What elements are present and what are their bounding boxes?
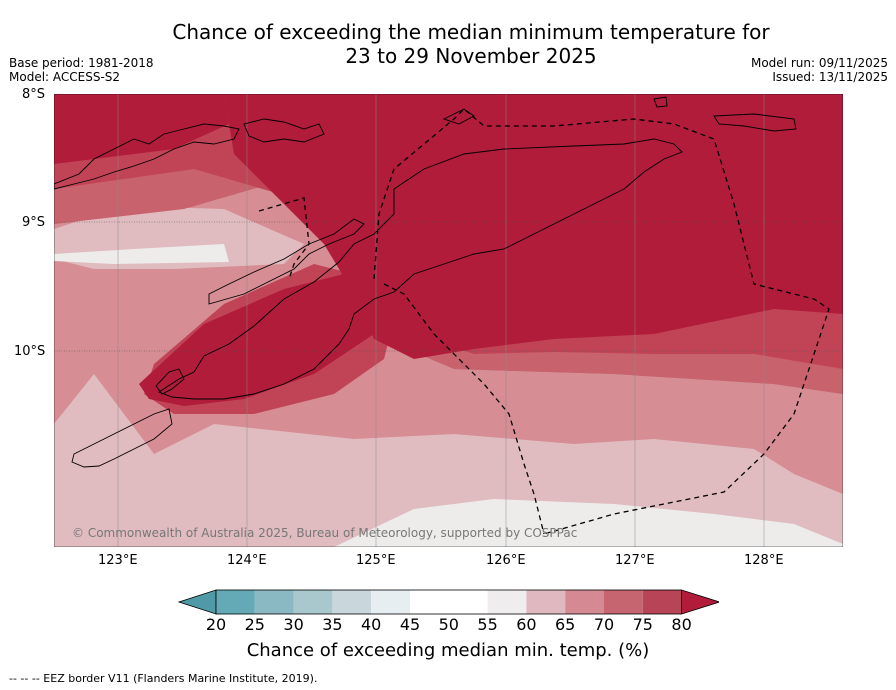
contour-80-topleft <box>54 94 229 164</box>
sumba-coast <box>71 408 173 468</box>
colorbar-segment <box>448 590 488 614</box>
colorbar-ticks: 20 25 30 35 40 45 50 55 60 65 70 75 80 <box>0 615 896 637</box>
colorbar-segment <box>410 590 449 614</box>
issued-text: Issued: 13/11/2025 <box>772 70 888 84</box>
colorbar-tick-label: 50 <box>438 615 459 634</box>
lon-tick-124e: 124°E <box>227 553 267 568</box>
colorbar-label: Chance of exceeding median min. temp. (%… <box>246 640 650 661</box>
eez-borders <box>258 108 830 535</box>
meta-right: Model run: 09/11/2025 Issued: 13/11/2025 <box>751 56 888 84</box>
lat-tick-8s: 8°S <box>22 87 46 102</box>
colorbar-under-arrow <box>178 589 217 615</box>
contour-55 <box>334 499 843 547</box>
lat-tick-10s: 10°S <box>14 344 46 359</box>
contour-80-timor <box>139 274 384 406</box>
lon-tick-127e: 127°E <box>615 553 655 568</box>
colorbar-tick-label: 40 <box>361 615 382 634</box>
lon-tick-126e: 126°E <box>486 553 526 568</box>
wetar-coast <box>442 108 475 125</box>
colorbar <box>178 589 719 615</box>
colorbar-over-arrow <box>681 589 719 615</box>
eez-footer-note: -- -- -- EEZ border V11 (Flanders Marine… <box>9 672 318 685</box>
lat-tick-9s: 9°S <box>22 215 46 230</box>
kisar-coast <box>653 96 668 108</box>
colorbar-tick-label: 60 <box>516 615 537 634</box>
semau-coast <box>208 218 365 305</box>
colorbar-tick-label: 35 <box>322 615 343 634</box>
colorbar-tick-label: 55 <box>477 615 498 634</box>
base-period-text: Base period: 1981-2018 <box>9 56 154 70</box>
colorbar-segment <box>216 590 255 614</box>
lon-gridlines <box>117 94 765 547</box>
colorbar-segment <box>371 590 410 614</box>
lon-tick-128e: 128°E <box>744 553 784 568</box>
title-line-1: Chance of exceeding the median minimum t… <box>172 20 770 44</box>
rote-coast <box>155 368 185 395</box>
contour-60 <box>54 374 843 547</box>
colorbar-segment <box>293 590 333 614</box>
coastlines <box>54 96 797 468</box>
colorbar-segment <box>565 590 604 614</box>
flores-coast <box>54 123 240 190</box>
map-title: Chance of exceeding the median minimum t… <box>0 20 896 68</box>
colorbar-tick-label: 75 <box>632 615 653 634</box>
colorbar-tick-label: 20 <box>205 615 227 634</box>
forecast-map: © Commonwealth of Australia 2025, Bureau… <box>54 94 843 547</box>
model-run-text: Model run: 09/11/2025 <box>750 56 888 70</box>
lon-tick-125e: 125°E <box>356 553 396 568</box>
colorbar-segment <box>254 590 294 614</box>
colorbar-segment <box>332 590 372 614</box>
colorbar-tick-label: 45 <box>399 615 421 634</box>
colorbar-tick-label: 65 <box>555 615 576 634</box>
colorbar-segment <box>487 590 527 614</box>
alor-coast <box>243 118 325 143</box>
model-text: Model: ACCESS-S2 <box>9 70 121 84</box>
colorbar-segment <box>642 590 682 614</box>
contour-55-patch <box>54 244 229 264</box>
colorbar-tick-label: 25 <box>244 615 265 634</box>
lon-tick-123e: 123°E <box>98 553 138 568</box>
colorbar-segment <box>526 590 566 614</box>
meta-left: Base period: 1981-2018 Model: ACCESS-S2 <box>9 56 154 84</box>
copyright-text: © Commonwealth of Australia 2025, Bureau… <box>72 526 577 540</box>
leti-coast <box>713 113 797 132</box>
title-line-2: 23 to 29 November 2025 <box>345 44 597 68</box>
timor-coast <box>158 138 683 400</box>
colorbar-frame <box>215 589 683 615</box>
colorbar-tick-label: 80 <box>671 615 692 634</box>
colorbar-tick-label: 30 <box>283 615 304 634</box>
lat-gridlines <box>54 221 843 352</box>
colorbar-tick-label: 70 <box>593 615 615 634</box>
colorbar-segment <box>604 590 643 614</box>
